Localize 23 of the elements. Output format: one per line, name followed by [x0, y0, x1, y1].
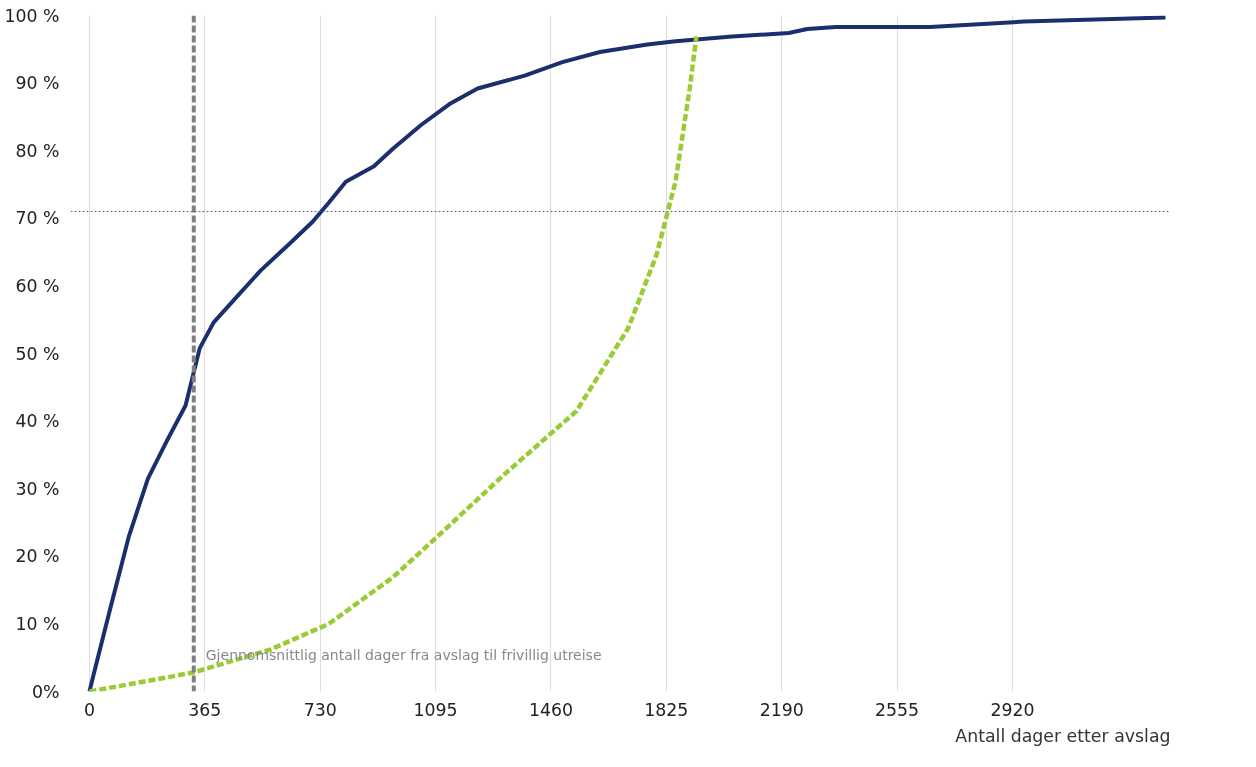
line-series	[87, 15, 1168, 692]
y-tick-label: 10 %	[15, 613, 60, 634]
y-tick-label: 0%	[32, 681, 60, 702]
y-tick-label: 70 %	[15, 208, 60, 229]
x-tick-label: 2555	[875, 699, 920, 720]
x-tick-label: 1460	[528, 699, 574, 720]
y-tick-label: 30 %	[15, 478, 60, 499]
y-tick-label: 50 %	[15, 343, 60, 364]
x-tick-label: 2920	[990, 699, 1035, 720]
x-tick-label: 0	[83, 699, 95, 720]
y-tick-label: 60 %	[15, 275, 60, 296]
y-tick-label: 100 %	[4, 5, 60, 26]
x-axis-title: Antall dager etter avslag	[955, 725, 1171, 746]
y-tick-label: 20 %	[15, 546, 60, 567]
y-tick-label: 80 %	[15, 140, 60, 161]
x-tick-label: 2190	[759, 699, 804, 720]
x-tick-label: 365	[188, 699, 222, 720]
x-tick-label: 1825	[644, 699, 689, 720]
y-tick-label: 90 %	[15, 73, 60, 94]
line-series	[87, 34, 699, 692]
x-tick-label: 1095	[413, 699, 458, 720]
y-tick-label: 40 %	[15, 411, 60, 432]
x-tick-label: 730	[303, 699, 337, 720]
